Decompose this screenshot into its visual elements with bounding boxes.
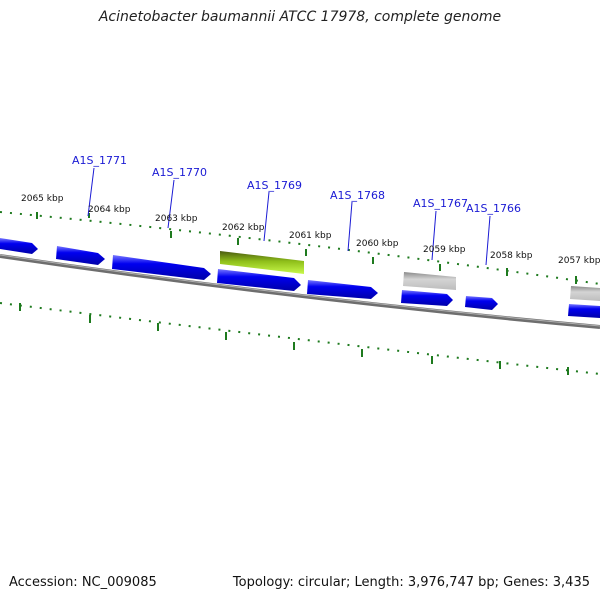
gene-label-a1s-1766[interactable]: A1S_1766 — [466, 202, 521, 215]
inner-major-ticks — [19, 303, 569, 375]
gene-feature[interactable] — [112, 255, 211, 280]
kbp-tick-label: 2065 kbp — [21, 194, 64, 204]
gene-feature-other[interactable] — [403, 272, 456, 290]
inner-ruler — [0, 302, 600, 375]
kbp-tick-label: 2057 kbp — [558, 256, 600, 266]
accession-label: Accession: NC_009085 — [9, 575, 157, 590]
gene-feature[interactable] — [465, 296, 498, 310]
gene-label-a1s-1768[interactable]: A1S_1768 — [330, 189, 385, 202]
genome-stats-label: Topology: circular; Length: 3,976,747 bp… — [232, 575, 590, 590]
genome-backbone — [0, 254, 600, 329]
kbp-tick-label: 2059 kbp — [423, 245, 466, 255]
outer-ruler — [0, 211, 600, 285]
map-title: Acinetobacter baumannii ATCC 17978, comp… — [98, 9, 502, 25]
gene-feature[interactable] — [568, 304, 600, 318]
kbp-tick-label: 2058 kbp — [490, 251, 533, 261]
gene-label-a1s-1771[interactable]: A1S_1771 — [72, 154, 127, 167]
gene-feature[interactable] — [307, 280, 378, 299]
kbp-tick-label: 2064 kbp — [88, 205, 131, 215]
gene-label-a1s-1769[interactable]: A1S_1769 — [247, 179, 302, 192]
kbp-tick-label: 2063 kbp — [155, 214, 198, 224]
gene-feature[interactable] — [217, 269, 301, 291]
gene-feature[interactable] — [401, 290, 453, 306]
gene-feature-highlight[interactable] — [220, 251, 304, 274]
gene-track-upper[interactable] — [0, 238, 600, 318]
gene-feature-other[interactable] — [570, 286, 600, 301]
gene-feature[interactable] — [56, 246, 105, 265]
gene-feature[interactable] — [0, 238, 38, 254]
outer-minor-ticks — [0, 211, 600, 285]
gene-label-a1s-1767[interactable]: A1S_1767 — [413, 197, 468, 210]
kbp-tick-label: 2060 kbp — [356, 239, 399, 249]
kbp-tick-label: 2061 kbp — [289, 231, 332, 241]
gene-label-a1s-1770[interactable]: A1S_1770 — [152, 166, 207, 179]
gene-label-leaders — [87, 167, 491, 266]
outer-major-ticks — [36, 212, 577, 284]
kbp-tick-label: 2062 kbp — [222, 223, 265, 233]
